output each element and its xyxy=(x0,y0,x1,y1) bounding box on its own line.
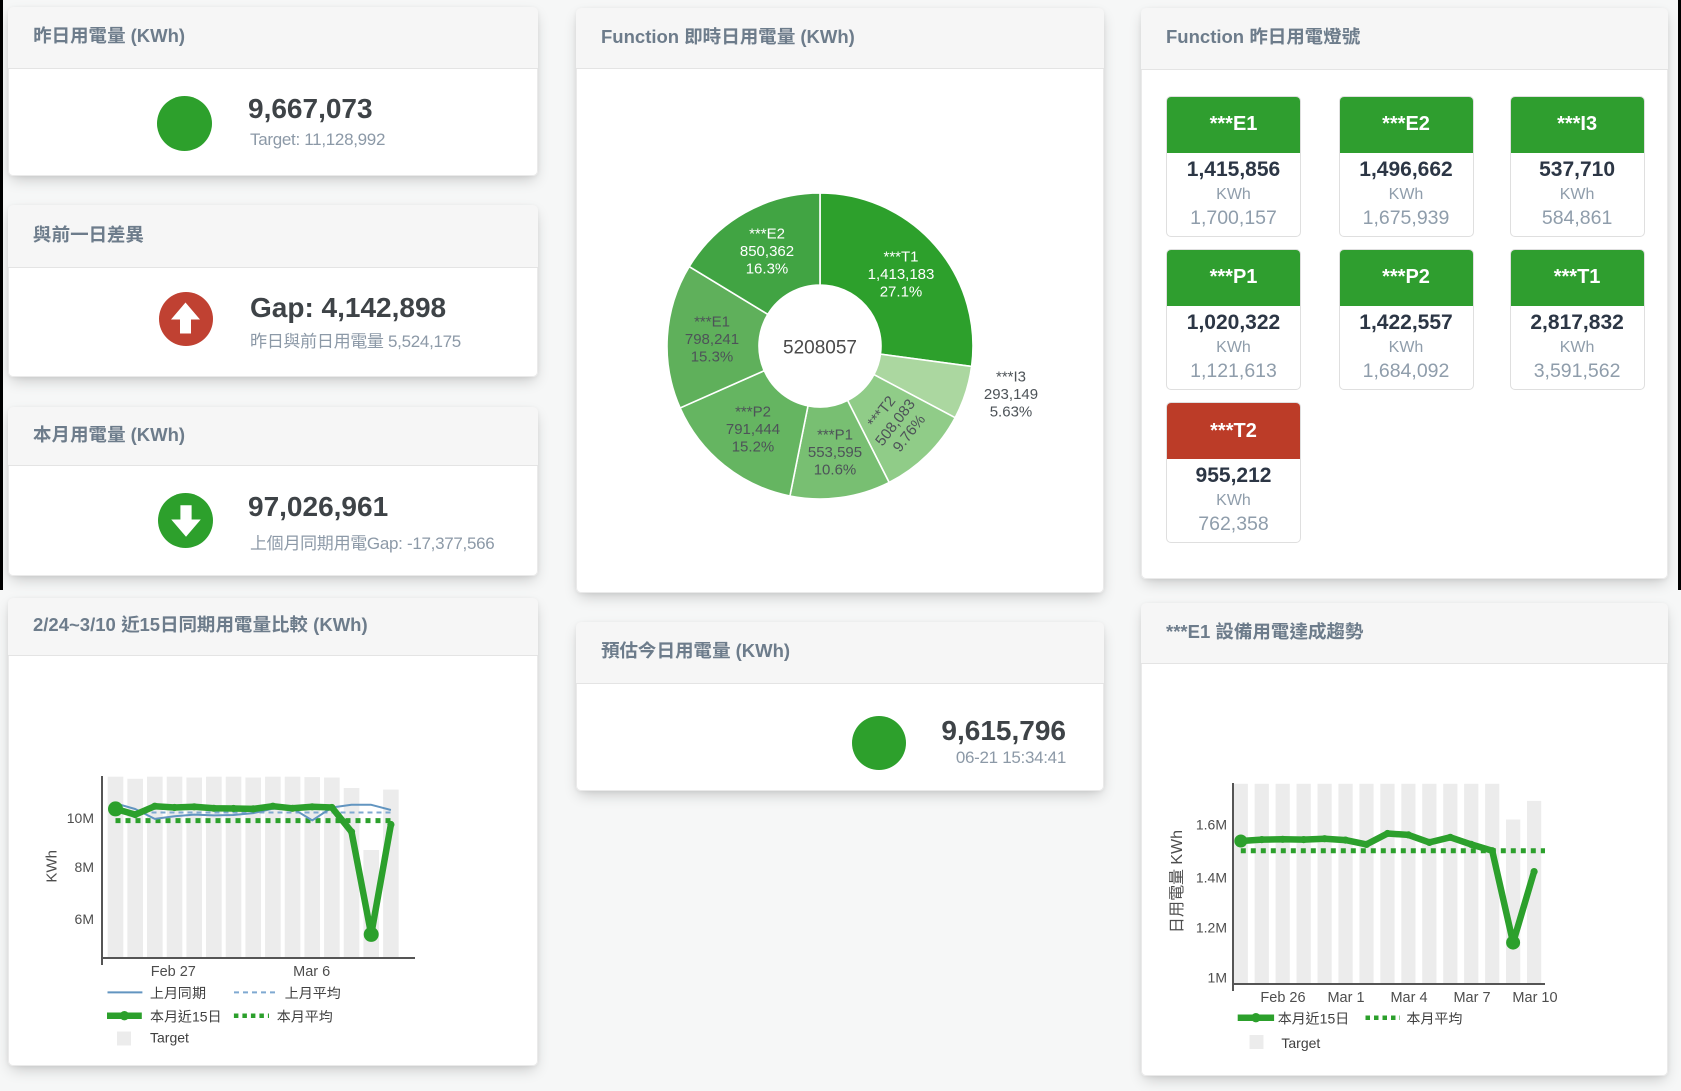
svg-text:15.3%: 15.3% xyxy=(691,348,734,365)
svg-text:本月平均: 本月平均 xyxy=(1406,1010,1462,1026)
svg-text:6M: 6M xyxy=(75,911,94,927)
svg-text:本月近15日: 本月近15日 xyxy=(150,1008,222,1024)
svg-text:850,362: 850,362 xyxy=(740,243,794,260)
svg-text:KWh: KWh xyxy=(44,850,61,883)
svg-text:***E2: ***E2 xyxy=(749,225,785,242)
svg-text:27.1%: 27.1% xyxy=(880,283,923,300)
svg-text:1,413,183: 1,413,183 xyxy=(868,266,935,283)
svg-text:上月平均: 上月平均 xyxy=(285,985,341,1001)
svg-text:日用電量 KWh: 日用電量 KWh xyxy=(1169,830,1186,933)
svg-text:1.6M: 1.6M xyxy=(1196,817,1227,833)
svg-text:Mar 10: Mar 10 xyxy=(1512,990,1557,1006)
svg-text:Feb 27: Feb 27 xyxy=(151,964,196,980)
svg-text:Target: Target xyxy=(150,1029,189,1045)
svg-text:791,444: 791,444 xyxy=(726,421,780,438)
svg-text:15.2%: 15.2% xyxy=(732,438,775,455)
svg-text:1M: 1M xyxy=(1208,970,1227,986)
svg-text:Mar 1: Mar 1 xyxy=(1327,990,1364,1006)
svg-text:Mar 4: Mar 4 xyxy=(1390,990,1427,1006)
svg-text:1.2M: 1.2M xyxy=(1196,920,1227,936)
svg-text:本月平均: 本月平均 xyxy=(277,1008,333,1024)
svg-text:5.63%: 5.63% xyxy=(990,403,1033,420)
svg-text:553,595: 553,595 xyxy=(808,444,862,461)
svg-text:Mar 7: Mar 7 xyxy=(1453,990,1490,1006)
svg-text:Feb 26: Feb 26 xyxy=(1260,990,1305,1006)
svg-text:Mar 6: Mar 6 xyxy=(293,964,330,980)
svg-text:5208057: 5208057 xyxy=(783,338,857,359)
svg-text:16.3%: 16.3% xyxy=(746,260,789,277)
svg-text:***P1: ***P1 xyxy=(817,426,853,443)
svg-text:1.4M: 1.4M xyxy=(1196,870,1227,886)
svg-text:Target: Target xyxy=(1281,1035,1320,1051)
svg-text:上月同期: 上月同期 xyxy=(150,985,206,1001)
svg-text:***T1: ***T1 xyxy=(883,248,918,265)
svg-text:本月近15日: 本月近15日 xyxy=(1278,1010,1350,1026)
svg-text:***P2: ***P2 xyxy=(735,403,771,420)
svg-text:293,149: 293,149 xyxy=(984,386,1038,403)
svg-text:***E1: ***E1 xyxy=(694,313,730,330)
svg-text:10M: 10M xyxy=(67,810,94,826)
svg-text:798,241: 798,241 xyxy=(685,331,739,348)
svg-text:10.6%: 10.6% xyxy=(814,461,857,478)
svg-text:8M: 8M xyxy=(75,859,94,875)
svg-text:***I3: ***I3 xyxy=(996,368,1026,385)
